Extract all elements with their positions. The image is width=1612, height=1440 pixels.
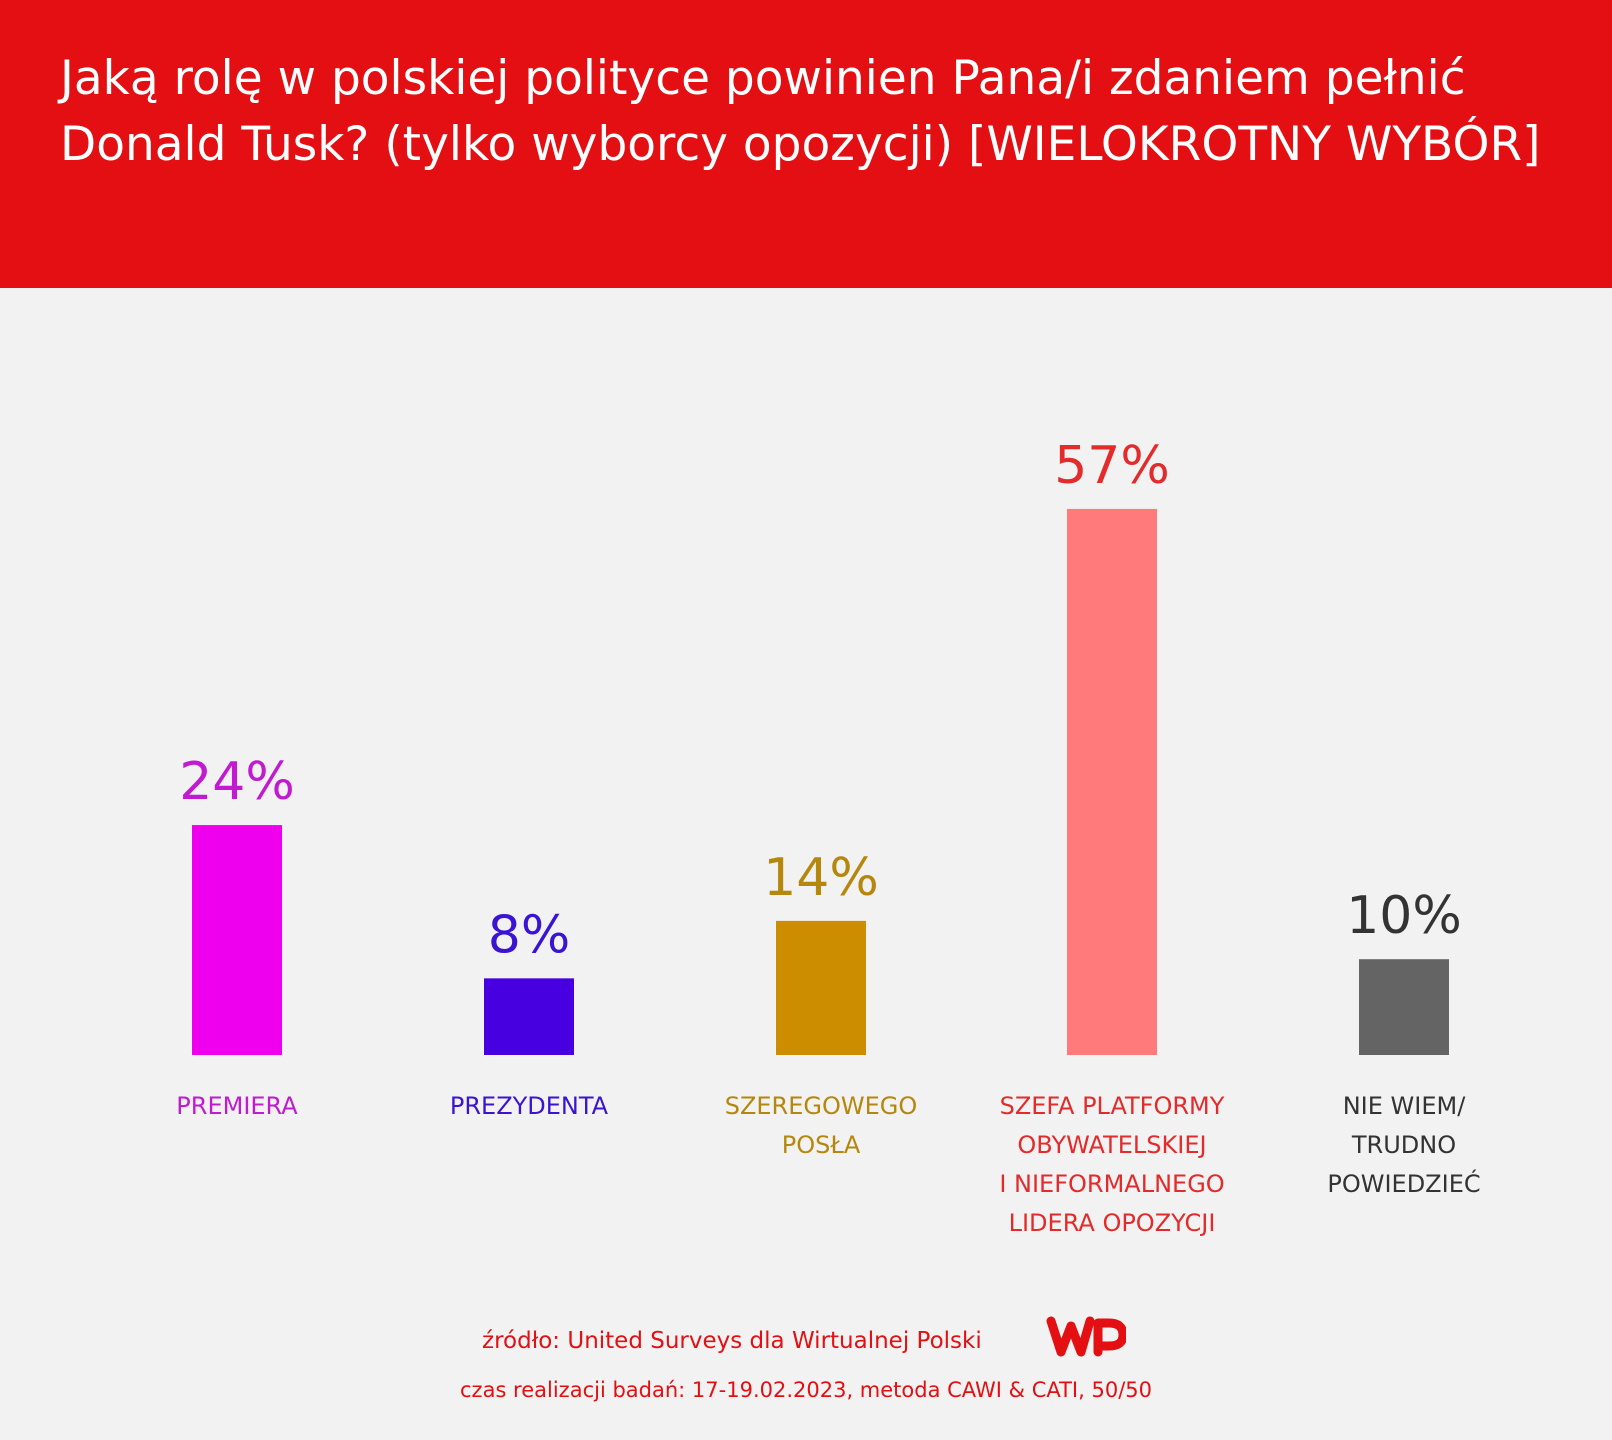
- method-text: czas realizacji badań: 17-19.02.2023, me…: [460, 1378, 1152, 1402]
- value-label-2: 8%: [488, 905, 571, 965]
- bar-4: [1067, 508, 1157, 1055]
- category-label-4: OBYWATELSKIEJ: [1017, 1131, 1206, 1159]
- category-label-4: LIDERA OPOZYCJI: [1009, 1209, 1216, 1237]
- bar-2: [484, 978, 574, 1055]
- wp-logo-icon: [1046, 1316, 1126, 1357]
- category-label-3: SZEREGOWEGO: [725, 1092, 918, 1120]
- bar-1: [192, 825, 282, 1055]
- category-label-3: POSŁA: [782, 1131, 861, 1159]
- category-label-4: I NIEFORMALNEGO: [999, 1170, 1224, 1198]
- value-label-4: 57%: [1054, 436, 1170, 496]
- value-label-3: 14%: [763, 848, 879, 908]
- value-label-1: 24%: [179, 752, 295, 812]
- category-label-5: NIE WIEM/: [1343, 1092, 1467, 1120]
- category-label-2: PREZYDENTA: [450, 1092, 609, 1120]
- bar-3: [776, 920, 866, 1055]
- bar-5: [1359, 959, 1449, 1055]
- category-label-5: POWIEDZIEĆ: [1327, 1168, 1480, 1198]
- header-banner: Jaką rolę w polskiej polityce powinien P…: [0, 0, 1612, 288]
- chart-title: Jaką rolę w polskiej polityce powinien P…: [60, 51, 1541, 172]
- bar-chart: 24% PREMIERA 8% PREZYDENTA 14% SZEREGOWEGO POS…: [176, 436, 1480, 1237]
- category-label-1: PREMIERA: [176, 1092, 298, 1120]
- category-label-5: TRUDNO: [1351, 1131, 1456, 1159]
- category-label-4: SZEFA PLATFORMY: [1000, 1092, 1225, 1120]
- source-text: źródło: United Surveys dla Wirtualnej Po…: [482, 1328, 982, 1354]
- value-label-5: 10%: [1346, 886, 1462, 946]
